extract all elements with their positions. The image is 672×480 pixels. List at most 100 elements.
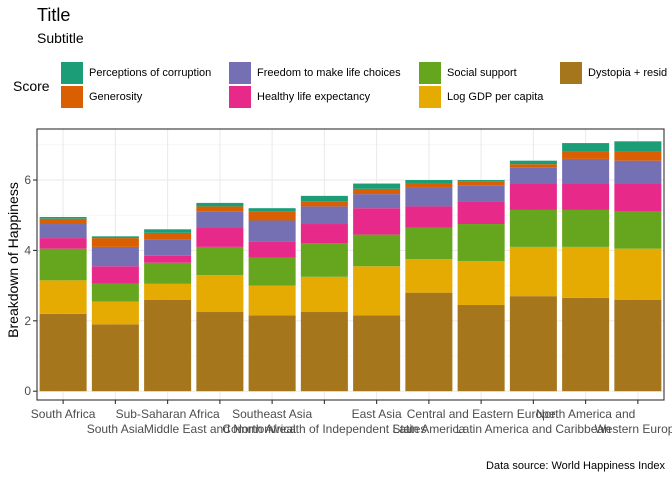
bar-segment bbox=[457, 181, 505, 186]
bar-segment bbox=[91, 246, 139, 267]
bar-segment bbox=[300, 206, 348, 225]
bar-segment bbox=[353, 315, 401, 392]
y-axis-title: Breakdown of Happiness bbox=[5, 182, 21, 338]
bar-segment bbox=[248, 220, 296, 242]
legend-label-freedom: Freedom to make life choices bbox=[257, 67, 401, 79]
bar-segment bbox=[614, 211, 662, 249]
x-tick-label: Middle East and North Africa bbox=[144, 422, 296, 436]
legend-item-social-support: Social support bbox=[419, 62, 517, 84]
bar-segment bbox=[39, 238, 87, 249]
bar-segment bbox=[300, 195, 348, 202]
panel-border bbox=[36, 128, 665, 401]
bar-segment bbox=[91, 238, 139, 247]
bar-segment bbox=[144, 299, 192, 392]
bar-segment bbox=[509, 160, 557, 165]
legend-key-dystopia bbox=[560, 62, 582, 84]
bar-segment bbox=[509, 296, 557, 392]
legend-item-perceptions-of-corruption: Perceptions of corruption bbox=[61, 62, 211, 84]
bar-segment bbox=[248, 211, 296, 221]
bar-segment bbox=[144, 283, 192, 300]
plot-panel bbox=[36, 128, 665, 401]
legend-key-log-gdp bbox=[419, 86, 441, 108]
legend-key-social-support bbox=[419, 62, 441, 84]
bar-segment bbox=[562, 151, 610, 159]
legend-label-perceptions-of-corruption: Perceptions of corruption bbox=[89, 67, 212, 79]
bar-segment bbox=[91, 324, 139, 392]
bar-segment bbox=[353, 194, 401, 209]
bar-segment bbox=[562, 209, 610, 247]
bar-segment bbox=[91, 236, 139, 239]
x-tick-label: Latin America bbox=[393, 422, 466, 436]
bar-segment bbox=[353, 208, 401, 235]
bar-segment bbox=[39, 313, 87, 392]
bar-segment bbox=[353, 183, 401, 189]
bar-segment bbox=[614, 160, 662, 184]
bar-segment bbox=[405, 227, 453, 260]
y-tick-label: 4 bbox=[24, 243, 31, 257]
panel-background bbox=[37, 129, 664, 400]
chart-caption: Data source: World Happiness Index bbox=[486, 460, 665, 472]
chart-title: Title bbox=[37, 5, 71, 25]
legend-key-generosity bbox=[61, 86, 83, 108]
legend-item-generosity: Generosity bbox=[61, 86, 142, 108]
bar-segment bbox=[457, 260, 505, 305]
bar-segment bbox=[614, 183, 662, 212]
legend-key-healthy-life-expectancy bbox=[229, 86, 251, 108]
legend-label-healthy-life-expectancy: Healthy life expectancy bbox=[257, 91, 371, 103]
bar-segment bbox=[353, 266, 401, 316]
bar-segment bbox=[353, 234, 401, 267]
bar-segment bbox=[405, 259, 453, 293]
bar-segment bbox=[196, 211, 244, 228]
x-tick-label: Commonwealth of Independent States bbox=[222, 422, 426, 436]
x-tick-label: North America and bbox=[536, 407, 635, 421]
bar-segment bbox=[509, 164, 557, 168]
bar-segment bbox=[562, 297, 610, 392]
bar-segment bbox=[39, 280, 87, 314]
x-tick-label: Western Europe bbox=[595, 422, 672, 436]
bar-segment bbox=[405, 183, 453, 188]
bar-segment bbox=[144, 232, 192, 240]
chart-subtitle: Subtitle bbox=[37, 30, 84, 46]
bar-segment bbox=[39, 248, 87, 281]
legend-item-log-gdp: Log GDP per capita bbox=[419, 86, 543, 108]
bar-segment bbox=[196, 275, 244, 313]
legend-title: Score bbox=[13, 78, 50, 94]
bar-segment bbox=[562, 183, 610, 210]
legend-item-dystopia: Dystopia + resid bbox=[560, 62, 667, 84]
bar-segment bbox=[196, 246, 244, 276]
x-tick-label: Sub-Saharan Africa bbox=[116, 407, 220, 421]
bar-segment bbox=[144, 262, 192, 284]
bar-segment bbox=[457, 201, 505, 225]
bar-segment bbox=[614, 141, 662, 152]
bar-segment bbox=[300, 276, 348, 313]
bar-segment bbox=[509, 246, 557, 297]
bar-segment bbox=[39, 218, 87, 225]
bar-segment bbox=[405, 206, 453, 228]
x-tick-label: South Asia bbox=[87, 422, 145, 436]
legend-key-perceptions-of-corruption bbox=[61, 62, 83, 84]
bar-segment bbox=[144, 239, 192, 256]
bar-segment bbox=[248, 208, 296, 212]
legend-item-freedom: Freedom to make life choices bbox=[229, 62, 401, 84]
bar-segment bbox=[353, 188, 401, 195]
bar-segment bbox=[509, 183, 557, 210]
x-tick-label: Latin America and Caribbean bbox=[456, 422, 611, 436]
x-tick-label: South Africa bbox=[31, 407, 96, 421]
bar-segment bbox=[196, 202, 244, 207]
bar-segment bbox=[457, 304, 505, 392]
bar-segment bbox=[300, 312, 348, 392]
bar-segment bbox=[144, 229, 192, 233]
y-axis: 0 2 4 6 bbox=[24, 173, 37, 398]
legend-label-social-support: Social support bbox=[447, 67, 517, 79]
bar-segment bbox=[144, 255, 192, 263]
bar-segment bbox=[91, 283, 139, 302]
bar-segment bbox=[39, 216, 87, 219]
bar-segment bbox=[39, 224, 87, 239]
bar-segment bbox=[405, 292, 453, 392]
bar-segment bbox=[405, 187, 453, 207]
y-tick-label: 0 bbox=[24, 384, 31, 398]
legend-label-log-gdp: Log GDP per capita bbox=[447, 91, 544, 103]
legend-label-generosity: Generosity bbox=[89, 91, 143, 103]
